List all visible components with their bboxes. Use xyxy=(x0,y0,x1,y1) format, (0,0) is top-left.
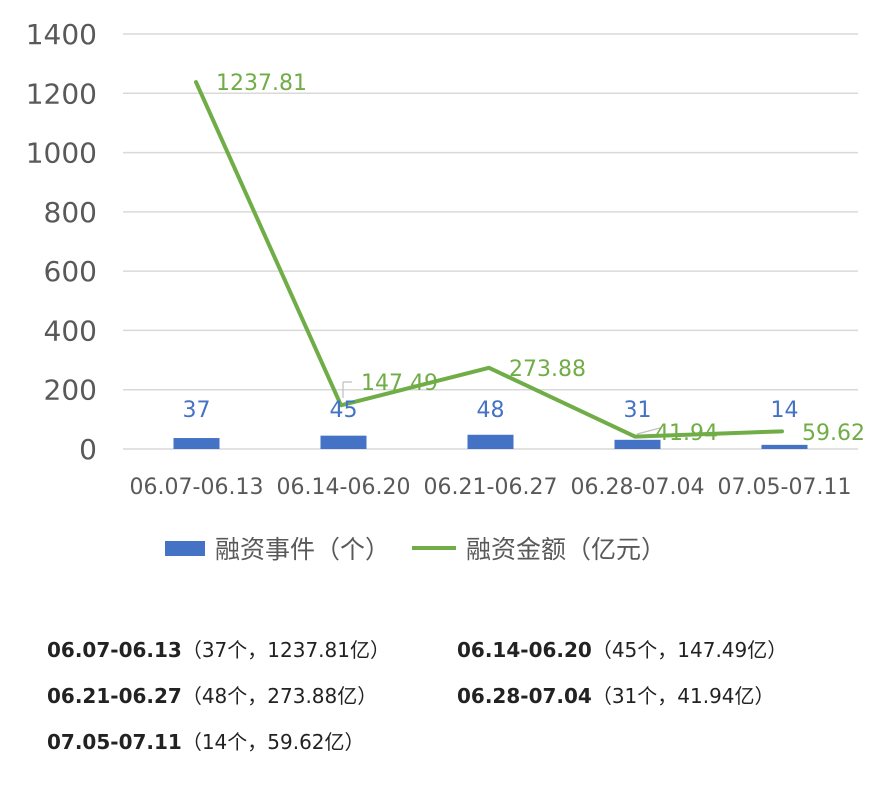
legend-label-line: 融资金额（亿元） xyxy=(466,535,667,564)
x-tick-label: 07.05-07.11 xyxy=(718,475,852,500)
legend-item-bar: 融资事件（个） xyxy=(165,530,390,566)
bar-data-label: 45 xyxy=(330,398,358,423)
legend-swatch-line xyxy=(412,546,457,550)
y-tick-label: 0 xyxy=(79,433,97,466)
bar-data-label: 37 xyxy=(183,398,211,423)
y-tick-label: 1400 xyxy=(26,18,97,51)
bar-data-label: 14 xyxy=(771,398,799,423)
x-tick-label: 06.21-06.27 xyxy=(424,475,558,500)
note-row: 06.21-06.27（48个，273.88亿） 06.28-07.04（31个… xyxy=(47,671,867,717)
note-detail: （31个，41.94亿） xyxy=(591,683,775,708)
bar xyxy=(320,435,367,449)
line-data-label: 41.94 xyxy=(655,421,718,446)
note-period: 06.21-06.27 xyxy=(47,683,182,708)
note-item: 06.14-06.20（45个，147.49亿） xyxy=(457,634,867,663)
leader-line xyxy=(342,381,352,398)
note-period: 06.07-06.13 xyxy=(47,637,182,662)
y-tick-label: 1200 xyxy=(26,77,97,110)
line-series xyxy=(194,80,784,439)
line-data-label: 59.62 xyxy=(802,421,865,446)
bar xyxy=(173,438,220,449)
x-tick-label: 06.14-06.20 xyxy=(277,475,411,500)
bar xyxy=(614,439,661,449)
note-item: 06.21-06.27（48个，273.88亿） xyxy=(47,680,457,709)
bar xyxy=(761,444,808,449)
bar xyxy=(467,434,514,449)
note-item: 06.07-06.13（37个，1237.81亿） xyxy=(47,634,457,663)
note-period: 07.05-07.11 xyxy=(47,729,182,754)
y-tick-label: 600 xyxy=(44,255,97,288)
note-period: 06.28-07.04 xyxy=(457,683,592,708)
bar-series xyxy=(173,434,808,449)
data-labels: 37 45 48 31 14 1237.81 147.49 273.88 41.94 59.62 xyxy=(183,71,865,446)
legend-swatch-bar xyxy=(165,540,205,556)
legend-label-bar: 融资事件（个） xyxy=(215,535,391,564)
y-axis: 0 200 400 600 800 1000 1200 1400 xyxy=(26,18,97,466)
note-detail: （14个，59.62亿） xyxy=(181,729,365,754)
gridlines xyxy=(123,33,858,450)
y-tick-label: 1000 xyxy=(26,137,97,170)
note-row: 06.07-06.13（37个，1237.81亿） 06.14-06.20（45… xyxy=(47,625,867,671)
note-detail: （37个，1237.81亿） xyxy=(181,637,390,662)
y-tick-label: 200 xyxy=(44,374,97,407)
legend-item-line: 融资金额（亿元） xyxy=(412,530,666,566)
bar-data-label: 48 xyxy=(477,398,505,423)
summary-notes: 06.07-06.13（37个，1237.81亿） 06.14-06.20（45… xyxy=(47,625,867,763)
y-tick-label: 800 xyxy=(44,196,97,229)
leader-line xyxy=(636,427,661,435)
note-detail: （45个，147.49亿） xyxy=(591,637,788,662)
line-data-label: 147.49 xyxy=(361,371,438,396)
x-tick-label: 06.28-07.04 xyxy=(571,475,705,500)
note-detail: （48个，273.88亿） xyxy=(181,683,378,708)
series-line xyxy=(194,80,784,439)
x-axis: 06.07-06.13 06.14-06.20 06.21-06.27 06.28-0… xyxy=(130,475,852,500)
note-item: 06.28-07.04（31个，41.94亿） xyxy=(457,680,867,709)
note-item: 07.05-07.11（14个，59.62亿） xyxy=(47,726,475,755)
line-data-label: 273.88 xyxy=(509,357,586,382)
note-period: 06.14-06.20 xyxy=(457,637,592,662)
x-tick-label: 06.07-06.13 xyxy=(130,475,264,500)
note-row: 07.05-07.11（14个，59.62亿） xyxy=(47,717,867,763)
legend: 融资事件（个） 融资金额（亿元） xyxy=(165,528,688,568)
bar-data-label: 31 xyxy=(624,398,652,423)
line-data-label: 1237.81 xyxy=(216,71,307,96)
y-tick-label: 400 xyxy=(44,314,97,347)
